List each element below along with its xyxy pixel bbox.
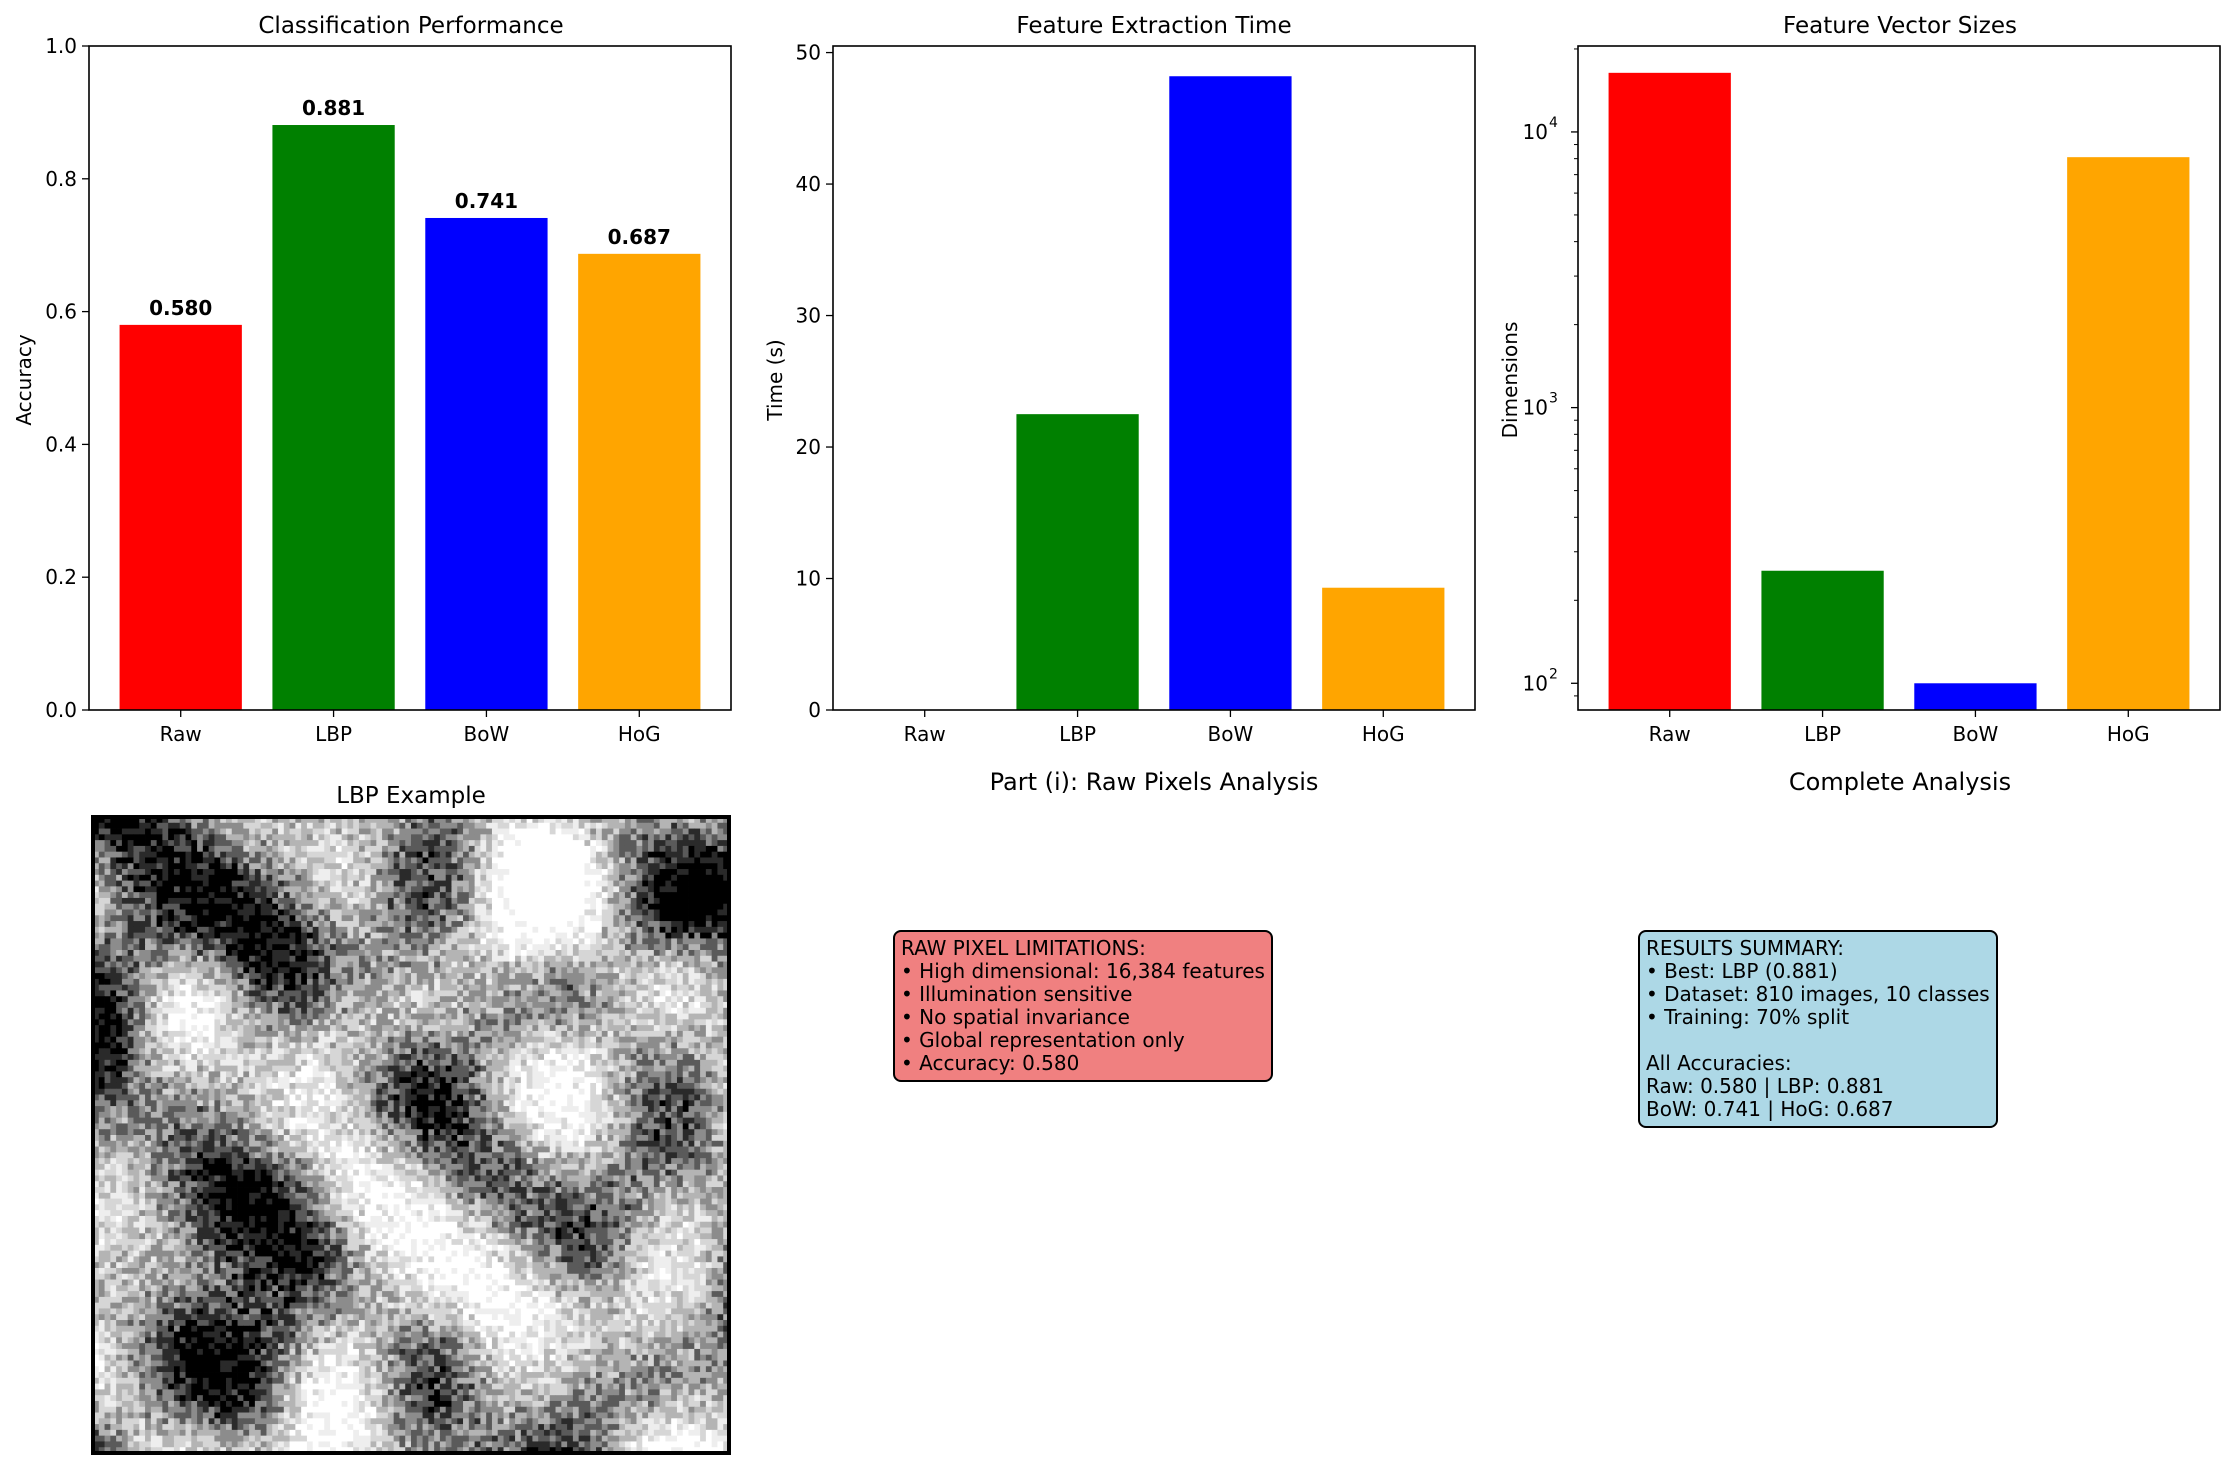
y-tick-label: 0.8 [45,167,77,191]
box-line: Raw: 0.580 | LBP: 0.881 [1646,1074,1885,1098]
y-tick-label: 10 [1523,396,1548,420]
x-tick-label: LBP [1804,722,1841,746]
x-ticks: Raw LBP BoW HoG [1649,710,2150,746]
y-tick-label-exponent: 4 [1549,115,1558,131]
bar-raw [119,324,242,710]
y-tick-label: 0.4 [45,432,77,456]
box-line: • Illumination sensitive [901,982,1133,1006]
box-line: RESULTS SUMMARY: [1646,936,1844,960]
box-line: All Accuracies: [1646,1051,1792,1075]
x-ticks: Raw LBP BoW HoG [904,710,1405,746]
box-line: • Global representation only [901,1028,1185,1052]
bar-value-label: 0.881 [302,96,365,120]
bar-lbp [1761,570,1884,710]
complete-analysis-title: Complete Analysis [1789,768,2011,796]
y-tick-label: 0.2 [45,565,77,589]
bar-hog [578,253,701,710]
box-line: • Best: LBP (0.881) [1646,959,1838,983]
y-tick-label: 0.0 [45,698,77,722]
bars [1608,72,2190,710]
lbp-texture-image [93,817,730,1454]
box-line: • Dataset: 810 images, 10 classes [1646,982,1990,1006]
y-ticks: 0 10 20 30 40 50 [796,41,833,722]
box-line: BoW: 0.741 | HoG: 0.687 [1646,1097,1894,1121]
chart-title: Feature Extraction Time [1016,13,1291,39]
y-axis-label: Accuracy [12,334,36,425]
bar-value-label: 0.687 [608,225,671,249]
lbp-panel-title: LBP Example [336,783,486,809]
bar-lbp [272,125,395,711]
x-tick-label: Raw [904,722,946,746]
raw-analysis-title: Part (i): Raw Pixels Analysis [990,768,1319,796]
y-tick-label: 40 [796,172,821,196]
results-summary-box: RESULTS SUMMARY: • Best: LBP (0.881) • Dat… [1638,930,1998,1128]
y-tick-label: 0.6 [45,300,77,324]
axes-frame [1577,45,2221,711]
bars [1016,76,1445,711]
lbp-example-panel: LBP Example [91,783,731,1455]
y-axis-label: Time (s) [763,339,787,421]
bar-value-labels: 0.580 0.881 0.741 0.687 [149,96,671,320]
classification-performance-chart: Classification Performance Accuracy 0.00… [12,13,732,746]
y-tick-label: 30 [796,304,821,328]
bars [119,125,701,711]
axes-frame [832,45,1476,711]
x-tick-label: HoG [2107,722,2150,746]
bar-bow [1914,683,2037,710]
raw-pixel-limitations-box: RAW PIXEL LIMITATIONS: • High dimensional… [893,930,1273,1082]
feature-extraction-time-chart: Feature Extraction Time Time (s) 0 10 20 30… [763,13,1476,746]
box-line [1646,1029,1990,1052]
box-line: • Training: 70% split [1646,1005,1850,1029]
y-tick-label: 10 [1523,671,1548,695]
y-tick-label: 20 [796,435,821,459]
x-tick-label: LBP [315,722,352,746]
bar-bow [425,217,548,710]
lbp-image-frame [91,815,731,1455]
y-ticks: 0.0 0.2 0.4 0.6 0.8 1.0 [45,34,89,722]
box-line: • High dimensional: 16,384 features [901,959,1265,983]
x-tick-label: Raw [1649,722,1691,746]
y-tick-label: 0 [808,698,821,722]
chart-title: Classification Performance [258,13,563,39]
box-line: RAW PIXEL LIMITATIONS: [901,936,1146,960]
box-line: • Accuracy: 0.580 [901,1051,1080,1075]
y-tick-label: 10 [1523,120,1548,144]
x-tick-label: LBP [1059,722,1096,746]
box-line: • No spatial invariance [901,1005,1130,1029]
bar-bow [1169,76,1292,711]
y-tick-label: 10 [796,567,821,591]
bar-hog [1322,587,1445,710]
x-tick-label: BoW [464,722,510,746]
axes-frame [88,45,732,711]
bar-value-label: 0.580 [149,296,212,320]
x-ticks: Raw LBP BoW HoG [160,710,661,746]
y-tick-label: 50 [796,41,821,65]
bar-value-label: 0.741 [455,189,518,213]
x-tick-label: Raw [160,722,202,746]
y-tick-label-exponent: 3 [1549,391,1558,407]
y-tick-label: 1.0 [45,34,77,58]
y-tick-label-exponent: 2 [1549,666,1558,682]
y-axis-label: Dimensions [1498,322,1522,439]
x-tick-label: HoG [618,722,661,746]
bar-hog [2067,157,2190,710]
chart-title: Feature Vector Sizes [1783,13,2017,39]
bar-lbp [1016,414,1139,710]
x-tick-label: BoW [1208,722,1254,746]
bar-raw [1608,72,1731,710]
x-tick-label: HoG [1362,722,1405,746]
x-tick-label: BoW [1953,722,1999,746]
